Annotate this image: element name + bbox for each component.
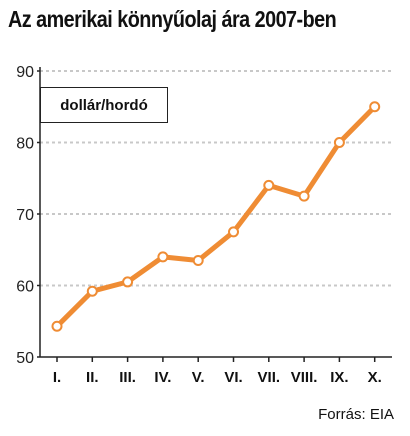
data-point [263,179,275,191]
data-point [369,101,381,113]
data-point [333,137,345,148]
data-points [51,101,381,332]
gridlines [40,70,392,287]
x-tick-label: VII. [258,369,281,386]
x-tick-label: I. [53,369,61,386]
series-line-layer [54,104,378,329]
data-point [122,276,134,288]
source-note: Forrás: EIA [318,406,394,423]
data-point [86,285,98,297]
x-tick-label: III. [119,369,136,386]
y-tick-label: 70 [16,207,34,224]
x-tick-label: VI. [224,369,242,386]
y-axis-unit-label: dollár/hordó [60,96,148,114]
y-tick-label: 90 [16,64,34,81]
y-tick-label: 50 [16,350,34,367]
series-line [54,104,378,329]
data-point [157,251,169,263]
chart-title: Az amerikai könnyűolaj ára 2007-ben [8,6,337,32]
data-point [51,320,63,332]
y-tick-label: 60 [16,279,34,296]
x-tick-label: II. [86,369,99,386]
data-point [192,254,204,266]
x-tick-label: VIII. [291,369,318,386]
data-point [298,190,310,202]
y-tick-label: 80 [16,136,34,153]
x-tick-labels: I. II. III. IV. V. VI. VII. VIII. IX. X. [53,369,382,386]
x-tick-label: V. [192,369,205,386]
x-tick-label: X. [368,369,382,386]
y-tick-labels: 50 60 70 80 90 [16,64,34,367]
x-tick-label: IV. [154,369,171,386]
x-tick-label: IX. [330,369,348,386]
data-point [228,226,239,238]
unit-label-box: dollár/hordó [40,87,168,123]
